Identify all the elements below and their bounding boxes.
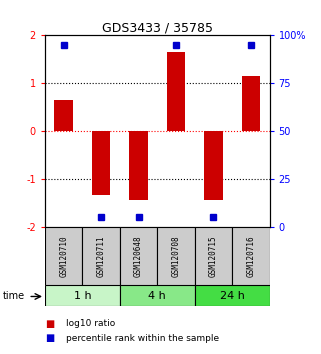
Text: ■: ■	[45, 319, 54, 329]
Bar	[129, 131, 148, 200]
Bar	[157, 227, 195, 285]
Text: GSM120711: GSM120711	[97, 235, 106, 276]
Bar	[242, 76, 260, 131]
Text: time: time	[3, 291, 25, 301]
Text: percentile rank within the sample: percentile rank within the sample	[66, 333, 219, 343]
Bar	[195, 227, 232, 285]
Text: 24 h: 24 h	[220, 291, 245, 301]
Bar	[195, 285, 270, 306]
Text: GSM120710: GSM120710	[59, 235, 68, 276]
Text: 1 h: 1 h	[74, 291, 91, 301]
Bar	[92, 131, 110, 195]
Bar	[232, 227, 270, 285]
Bar	[82, 227, 120, 285]
Text: log10 ratio: log10 ratio	[66, 319, 115, 329]
Bar	[45, 227, 82, 285]
Text: GSM120708: GSM120708	[171, 235, 180, 276]
Text: 4 h: 4 h	[148, 291, 166, 301]
Text: GSM120648: GSM120648	[134, 235, 143, 276]
Bar	[54, 100, 73, 131]
Bar	[167, 52, 185, 131]
Text: ■: ■	[45, 333, 54, 343]
Bar	[204, 131, 223, 200]
Bar	[45, 285, 120, 306]
Title: GDS3433 / 35785: GDS3433 / 35785	[102, 21, 213, 34]
Bar	[120, 227, 157, 285]
Text: GSM120716: GSM120716	[247, 235, 256, 276]
Text: GSM120715: GSM120715	[209, 235, 218, 276]
Bar	[120, 285, 195, 306]
